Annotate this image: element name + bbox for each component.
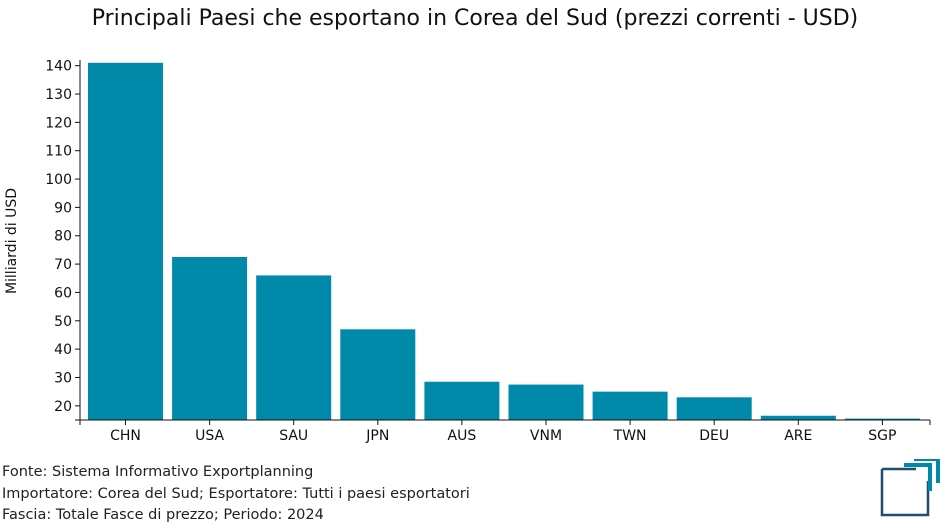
bar-deu [676,397,752,420]
bar-twn [592,391,668,420]
x-tick-label-aus: AUS [448,428,477,444]
footer-range: Fascia: Totale Fasce di prezzo; Periodo:… [2,507,324,523]
x-tick-label-chn: CHN [110,428,141,444]
y-tick-label: 90 [54,200,72,216]
x-tick-label-vnm: VNM [530,428,562,444]
x-tick-label-usa: USA [195,428,224,444]
bar-sau [256,275,332,420]
y-tick-label: 80 [54,229,72,245]
y-tick-label: 110 [45,144,72,160]
bar-jpn [340,329,416,420]
x-tick-label-twn: TWN [613,428,647,444]
bars-group [88,62,920,420]
x-tick-label-sgp: SGP [868,428,896,444]
y-tick-label: 120 [45,115,72,131]
bar-are [760,415,836,420]
bar-aus [424,381,500,420]
footer-source: Fonte: Sistema Informativo Exportplannin… [2,464,314,480]
y-tick-label: 130 [45,87,72,103]
exportplanning-logo-icon [880,459,940,517]
y-tick-label: 60 [54,285,72,301]
bar-sgp [844,418,920,420]
y-tick-label: 70 [54,257,72,273]
x-tick-label-are: ARE [784,428,812,444]
y-axis-label: Milliardi di USD [4,188,20,294]
y-tick-label: 100 [45,172,72,188]
axes-group: CHN USA SAU JPN AUS VNM TWN DEU ARE SGP 20 30 40 50 60… [45,59,931,444]
footer-importer: Importatore: Corea del Sud; Esportatore:… [2,486,470,502]
y-tick-label: 30 [54,370,72,386]
bar-vnm [508,384,584,420]
bar-usa [172,257,248,420]
x-tick-label-sau: SAU [279,428,308,444]
y-tick-label: 50 [54,314,72,330]
x-tick-label-jpn: JPN [365,428,389,444]
y-tick-label: 140 [45,59,72,75]
bar-chn [88,62,163,420]
y-tick-label: 40 [54,342,72,358]
y-tick-label: 20 [54,399,72,415]
chart-title: Principali Paesi che esportano in Corea … [91,6,859,31]
x-tick-label-deu: DEU [699,428,729,444]
